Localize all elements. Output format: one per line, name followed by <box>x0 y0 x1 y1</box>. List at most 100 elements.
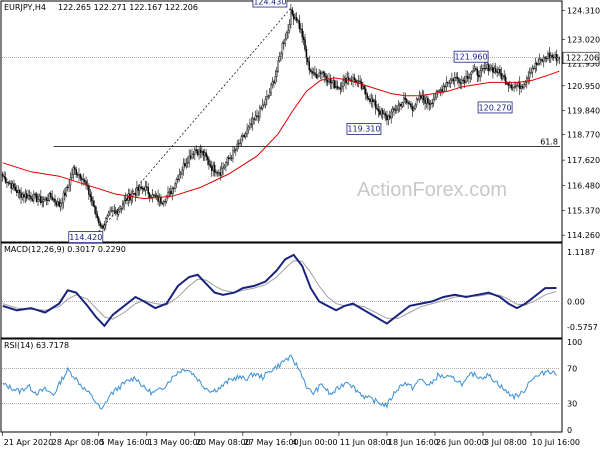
candle-body <box>47 200 49 202</box>
candle <box>79 173 82 182</box>
candle-body <box>7 182 10 184</box>
candle <box>74 164 76 176</box>
candle-body <box>82 179 84 181</box>
rsi-tick-label: 0 <box>567 426 572 435</box>
rsi-tick-label: 100 <box>567 338 582 347</box>
candle-body <box>162 201 165 204</box>
candle <box>229 152 231 161</box>
candle <box>420 92 422 101</box>
candle-body <box>71 174 73 178</box>
x-tick-label: 10 Jul 16:00 <box>532 438 580 447</box>
macd-tick-label: 0.00 <box>567 297 585 306</box>
candle-body <box>318 72 320 77</box>
candle-body <box>249 123 251 128</box>
candle <box>268 88 271 99</box>
candle-body <box>239 142 241 144</box>
candle <box>444 84 446 93</box>
candle <box>312 67 315 76</box>
candle <box>487 62 490 76</box>
candle-body <box>383 113 385 115</box>
candle-body <box>304 39 306 50</box>
callout-box <box>346 122 382 135</box>
candle <box>14 183 17 192</box>
candle <box>223 163 226 170</box>
candle-body <box>386 115 388 121</box>
candle-body <box>215 171 217 174</box>
candle-body <box>44 197 46 200</box>
candle-body <box>528 72 531 78</box>
candle <box>21 192 24 201</box>
candle-body <box>326 80 329 83</box>
candle-body <box>99 222 101 227</box>
candle <box>516 82 518 92</box>
candle-body <box>449 79 452 84</box>
candle-body <box>316 75 319 78</box>
axis-labels: 124.310 123.020 121.950 120.950 119.840 118.7… <box>2 7 600 447</box>
candle <box>211 160 213 177</box>
candle-body <box>247 126 250 131</box>
candle-body <box>507 83 510 86</box>
candle <box>366 91 368 102</box>
candle-body <box>325 76 327 81</box>
candle-body <box>366 93 368 99</box>
candle-body <box>451 78 453 81</box>
x-tick-label: 18 Jun 16:00 <box>388 438 439 447</box>
candle <box>107 210 110 218</box>
candle <box>533 66 535 71</box>
candle-body <box>226 157 229 163</box>
price-tick-label: 119.840 <box>567 107 600 116</box>
candle <box>42 196 45 208</box>
candle-body <box>485 67 487 69</box>
candle-body <box>285 32 288 40</box>
candle-body <box>312 72 315 74</box>
candle-body <box>211 165 213 171</box>
candle <box>18 188 21 200</box>
candle <box>288 19 291 34</box>
candle <box>322 70 325 78</box>
candle-body <box>468 77 470 80</box>
candle-body <box>261 104 264 109</box>
candle-body <box>548 53 551 59</box>
candle-body <box>307 57 309 63</box>
candle-body <box>209 164 212 167</box>
candle <box>537 57 539 66</box>
candle <box>499 64 501 77</box>
candle <box>4 172 7 184</box>
macd-tick-label: 1.1187 <box>567 248 595 257</box>
candle-body <box>551 55 553 58</box>
candle <box>7 181 10 187</box>
candle <box>116 208 118 221</box>
candle-body <box>531 68 534 73</box>
candle <box>309 68 312 73</box>
candle <box>31 194 34 203</box>
candle-body <box>198 149 200 155</box>
candle-body <box>105 218 107 226</box>
candle-body <box>213 164 216 173</box>
candle-body <box>523 84 525 89</box>
candle <box>239 138 241 146</box>
candle-body <box>480 68 483 72</box>
candle-body <box>25 193 28 199</box>
candle <box>66 184 69 192</box>
candle-body <box>466 76 469 80</box>
candle-body <box>518 82 521 89</box>
candle-body <box>493 68 496 73</box>
candle <box>511 84 514 91</box>
candle <box>23 191 25 204</box>
candle <box>411 102 414 117</box>
candle <box>20 187 22 204</box>
candle-body <box>353 77 356 81</box>
candle-body <box>411 106 414 111</box>
candle-body <box>376 107 378 110</box>
candle <box>52 197 55 203</box>
candle-body <box>79 174 82 179</box>
candle <box>485 61 487 71</box>
candle <box>340 81 343 93</box>
candle <box>520 84 522 93</box>
candle-body <box>469 74 472 78</box>
candle-body <box>205 152 207 157</box>
candle-body <box>250 123 253 125</box>
candle-body <box>72 167 75 175</box>
candle <box>294 12 296 21</box>
